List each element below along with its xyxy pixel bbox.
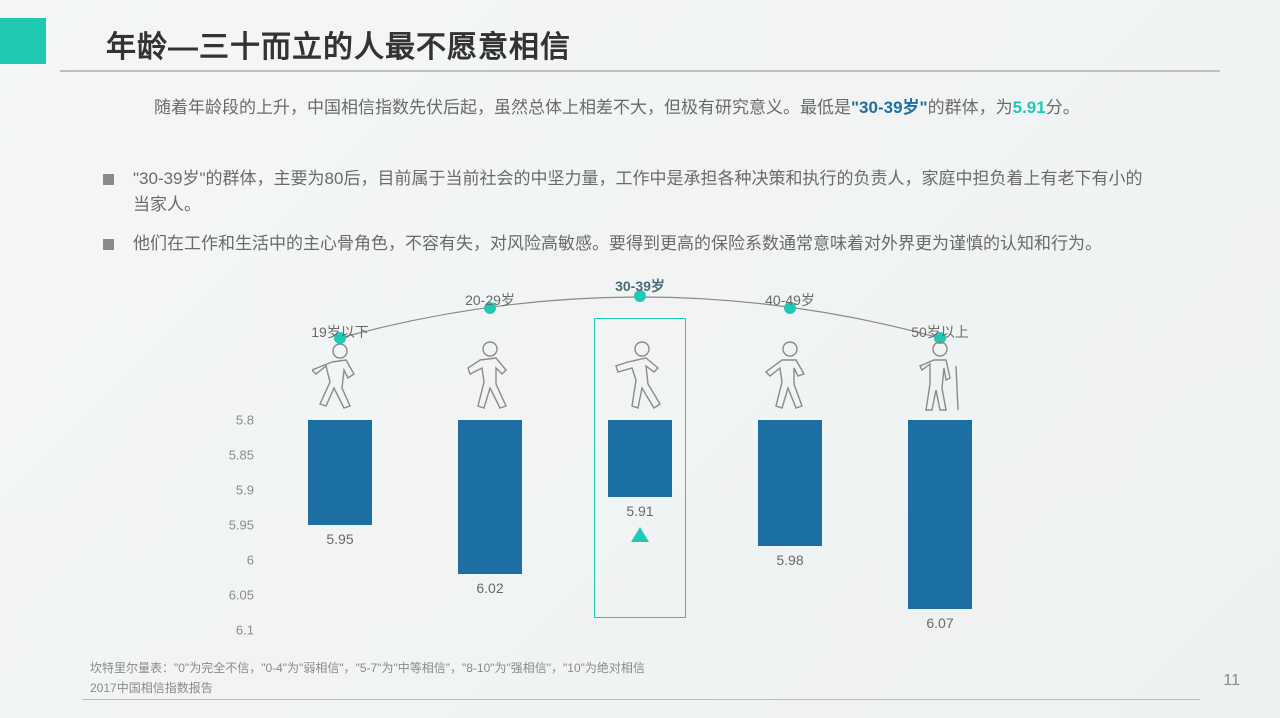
bar <box>908 420 972 609</box>
person-icon <box>312 332 368 418</box>
age-label: 40-49岁 <box>765 290 815 310</box>
bar <box>458 420 522 574</box>
y-tick: 6 <box>247 553 254 568</box>
bar-value-label: 5.95 <box>326 531 353 547</box>
bullet-item: "30-39岁"的群体，主要为80后，目前属于当前社会的中坚力量，工作中是承担各… <box>95 166 1155 219</box>
bar <box>758 420 822 546</box>
age-chart: 5.85.855.95.9566.056.1 5.956.025.915.986… <box>280 270 1000 650</box>
bar-value-label: 5.98 <box>776 552 803 568</box>
y-tick: 5.85 <box>229 448 254 463</box>
intro-highlight-score: 5.91 <box>1013 98 1046 117</box>
intro-post: 分。 <box>1046 98 1080 117</box>
y-tick: 5.9 <box>236 483 254 498</box>
highlight-box <box>594 318 686 618</box>
footer-source: 2017中国相信指数报告 <box>90 679 213 696</box>
bullet-item: 他们在工作和生活中的主心骨角色，不容有失，对风险高敏感。要得到更高的保险系数通常… <box>95 231 1155 257</box>
y-tick: 6.05 <box>229 588 254 603</box>
intro-pre: 随着年龄段的上升，中国相信指数先伏后起，虽然总体上相差不大，但极有研究意义。最低… <box>154 98 851 117</box>
intro-highlight-age: "30-39岁" <box>851 98 928 117</box>
y-tick: 6.1 <box>236 623 254 638</box>
y-tick: 5.8 <box>236 413 254 428</box>
age-label: 20-29岁 <box>465 290 515 310</box>
footer-rule <box>82 699 1200 700</box>
accent-block <box>0 18 46 64</box>
bar <box>308 420 372 525</box>
age-label: 30-39岁 <box>615 276 665 296</box>
bullet-list: "30-39岁"的群体，主要为80后，目前属于当前社会的中坚力量，工作中是承担各… <box>95 166 1155 269</box>
page-title: 年龄—三十而立的人最不愿意相信 <box>106 22 571 66</box>
y-tick: 5.95 <box>229 518 254 533</box>
page-number: 11 <box>1223 672 1240 690</box>
person-icon <box>762 332 818 418</box>
footnote: 坎特里尔量表："0"为完全不信，"0-4"为"弱相信"，"5-7"为"中等相信"… <box>90 659 645 676</box>
title-rule <box>60 70 1220 72</box>
bar-value-label: 6.02 <box>476 580 503 596</box>
person-icon <box>462 332 518 418</box>
intro-mid: 的群体，为 <box>928 98 1013 117</box>
intro-paragraph: 随着年龄段的上升，中国相信指数先伏后起，虽然总体上相差不大，但极有研究意义。最低… <box>120 95 1160 121</box>
person-icon <box>912 332 968 418</box>
bar-value-label: 6.07 <box>926 615 953 631</box>
